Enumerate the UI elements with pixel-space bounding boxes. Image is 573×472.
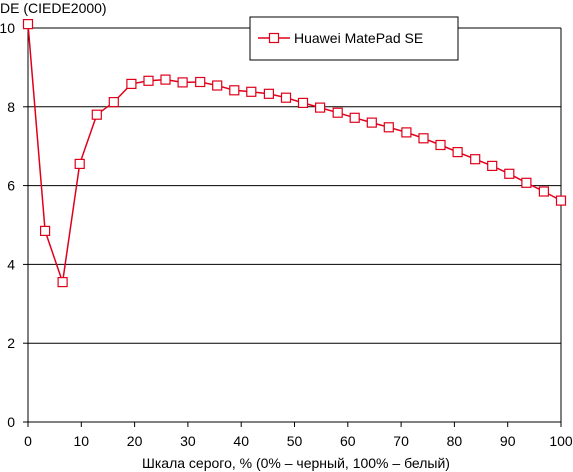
data-point-marker [332, 107, 343, 118]
series-layer [22, 19, 567, 288]
data-point-marker [229, 85, 240, 96]
y-tick-label: 10 [0, 20, 15, 36]
data-point-marker [177, 77, 188, 88]
x-tick-label: 100 [549, 433, 573, 449]
series-line [27, 24, 562, 283]
data-point-marker [504, 168, 515, 179]
x-axis-label: Шкала серого, % (0% – черный, 100% – бел… [142, 455, 450, 471]
x-tick-label: 60 [340, 433, 356, 449]
data-point-marker [452, 147, 463, 158]
x-tick-label: 90 [500, 433, 516, 449]
y-axis-label: DE (CIEDE2000) [0, 0, 107, 16]
x-tick-label: 50 [287, 433, 303, 449]
x-tick-label: 20 [127, 433, 143, 449]
gridlines [28, 27, 561, 344]
data-point-marker [57, 277, 68, 288]
data-point-marker [195, 76, 206, 88]
data-point-marker [91, 109, 102, 120]
data-point-marker [74, 158, 85, 169]
data-point-marker [22, 19, 34, 30]
y-tick-label: 4 [7, 256, 15, 272]
data-point-marker [315, 102, 326, 113]
legend: Huawei MatePad SE [249, 16, 459, 61]
data-point-marker [555, 195, 567, 206]
x-tick-label: 30 [180, 433, 196, 449]
data-point-marker [280, 92, 292, 103]
data-point-marker [418, 133, 429, 144]
data-point-marker [263, 88, 274, 99]
data-point-marker [297, 97, 309, 109]
data-point-marker [435, 139, 446, 151]
legend-label: Huawei MatePad SE [294, 30, 423, 46]
data-point-marker [538, 186, 550, 197]
data-point-marker [39, 225, 51, 236]
y-tick-label: 8 [7, 99, 15, 115]
data-point-marker [160, 74, 171, 85]
data-point-marker [143, 75, 154, 86]
data-point-marker [126, 78, 137, 90]
data-point-marker [521, 177, 532, 188]
x-tick-label: 70 [393, 433, 409, 449]
x-tick-label: 80 [447, 433, 463, 449]
data-point-marker [470, 154, 481, 165]
data-point-marker [212, 80, 223, 91]
data-point-marker [383, 122, 394, 133]
y-tick-label: 2 [7, 335, 15, 351]
x-tick-label: 0 [24, 433, 32, 449]
x-tick-label: 40 [233, 433, 249, 449]
axes [23, 27, 562, 427]
data-point-marker [246, 86, 257, 97]
data-point-marker [366, 117, 377, 128]
legend-marker [268, 32, 280, 44]
data-point-marker [108, 96, 119, 108]
data-point-marker [487, 160, 498, 171]
data-point-marker [349, 112, 360, 123]
y-tick-label: 0 [7, 414, 15, 430]
y-tick-label: 6 [7, 178, 15, 194]
data-point-marker [401, 127, 412, 138]
x-tick-label: 10 [74, 433, 90, 449]
